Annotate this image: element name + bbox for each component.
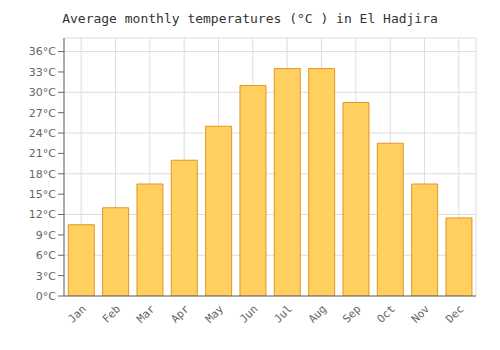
svg-text:9°C: 9°C (36, 229, 56, 242)
svg-text:May: May (203, 302, 227, 326)
svg-text:Oct: Oct (375, 302, 398, 325)
html-text:Average monthly temperatures (: Average monthly temperatures (°C ) in El… (62, 11, 438, 26)
svg-text:0°C: 0°C (36, 290, 56, 303)
svg-text:33°C: 33°C (29, 66, 56, 79)
svg-text:Nov: Nov (409, 302, 433, 326)
svg-text:Dec: Dec (443, 302, 466, 325)
svg-text:15°C: 15°C (29, 188, 56, 201)
svg-text:Jul: Jul (272, 302, 295, 325)
svg-text:24°C: 24°C (29, 127, 56, 140)
svg-text:27°C: 27°C (29, 107, 56, 120)
svg-text:12°C: 12°C (29, 208, 56, 221)
svg-text:Jan: Jan (66, 302, 89, 325)
svg-text:30°C: 30°C (29, 86, 56, 99)
svg-text:Sep: Sep (340, 302, 363, 325)
svg-text:Jun: Jun (237, 302, 260, 325)
svg-text:3°C: 3°C (36, 270, 56, 283)
svg-text:Feb: Feb (100, 302, 123, 325)
svg-text:21°C: 21°C (29, 147, 56, 160)
svg-text:6°C: 6°C (36, 249, 56, 262)
svg-text:18°C: 18°C (29, 168, 56, 181)
svg-text:Mar: Mar (134, 302, 158, 326)
svg-text:Apr: Apr (169, 302, 193, 326)
svg-text:36°C: 36°C (29, 45, 56, 58)
svg-text:Aug: Aug (306, 302, 329, 325)
